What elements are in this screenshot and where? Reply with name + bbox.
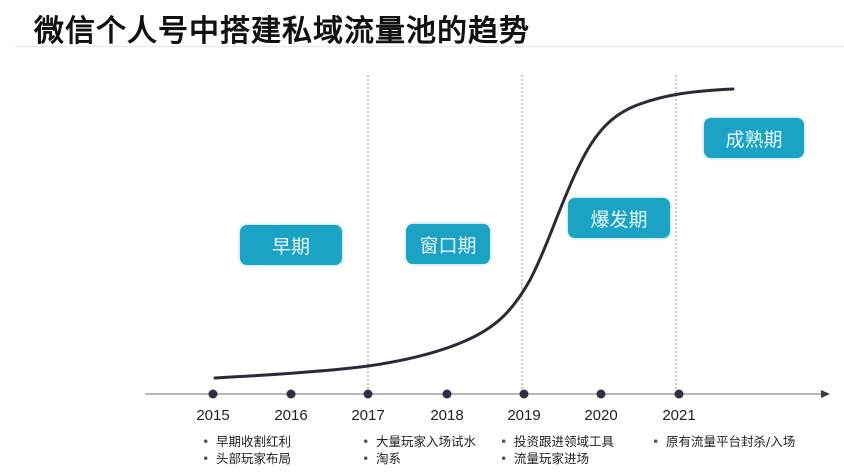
bullet-icon: •	[202, 434, 210, 449]
year-label-2018: 2018	[430, 407, 464, 424]
note-item: • 投资跟进领域工具	[500, 434, 615, 449]
notes-window: • 大量玩家入场试水 • 淘系	[362, 433, 476, 467]
year-label-2015: 2015	[196, 407, 230, 424]
timeline-dot-2016	[286, 389, 296, 399]
growth-curve	[213, 87, 735, 380]
phase-mature: 成熟期	[704, 118, 804, 158]
year-label-2021: 2021	[662, 407, 696, 424]
notes-mature: • 原有流量平台封杀/入场	[652, 433, 795, 450]
timeline-dot-2015	[208, 389, 218, 399]
note-item: • 原有流量平台封杀/入场	[652, 434, 796, 449]
timeline-dot-2017	[363, 389, 373, 399]
bullet-icon: •	[652, 434, 660, 449]
bullet-icon: •	[500, 451, 508, 466]
timeline-dot-2020	[596, 389, 606, 399]
note-item: • 大量玩家入场试水	[362, 434, 477, 449]
page-title: 微信个人号中搭建私域流量池的趋势	[34, 14, 530, 49]
note-item: • 早期收割红利	[202, 434, 292, 449]
notes-early: • 早期收割红利 • 头部玩家布局	[202, 433, 291, 467]
notes-explosion: • 投资跟进领域工具 • 流量玩家进场	[500, 433, 614, 467]
timeline-dot-2019	[519, 389, 529, 399]
bullet-icon: •	[500, 434, 508, 449]
bullet-icon: •	[362, 434, 370, 449]
timeline-dot-2018	[442, 389, 452, 399]
year-label-2016: 2016	[274, 407, 308, 424]
bullet-icon: •	[362, 451, 370, 466]
year-label-2017: 2017	[351, 407, 385, 424]
phase-window: 窗口期	[406, 224, 490, 264]
title-divider	[15, 46, 844, 47]
year-label-2019: 2019	[507, 407, 541, 424]
note-item: • 头部玩家布局	[202, 451, 292, 466]
bullet-icon: •	[202, 451, 210, 466]
year-label-2020: 2020	[584, 407, 618, 424]
note-item: • 流量玩家进场	[500, 451, 590, 466]
axis-arrow-icon	[821, 390, 830, 398]
note-item: • 淘系	[362, 451, 402, 466]
phase-explosion: 爆发期	[568, 198, 670, 238]
timeline-dot-2021	[674, 389, 684, 399]
phase-early: 早期	[240, 225, 342, 265]
